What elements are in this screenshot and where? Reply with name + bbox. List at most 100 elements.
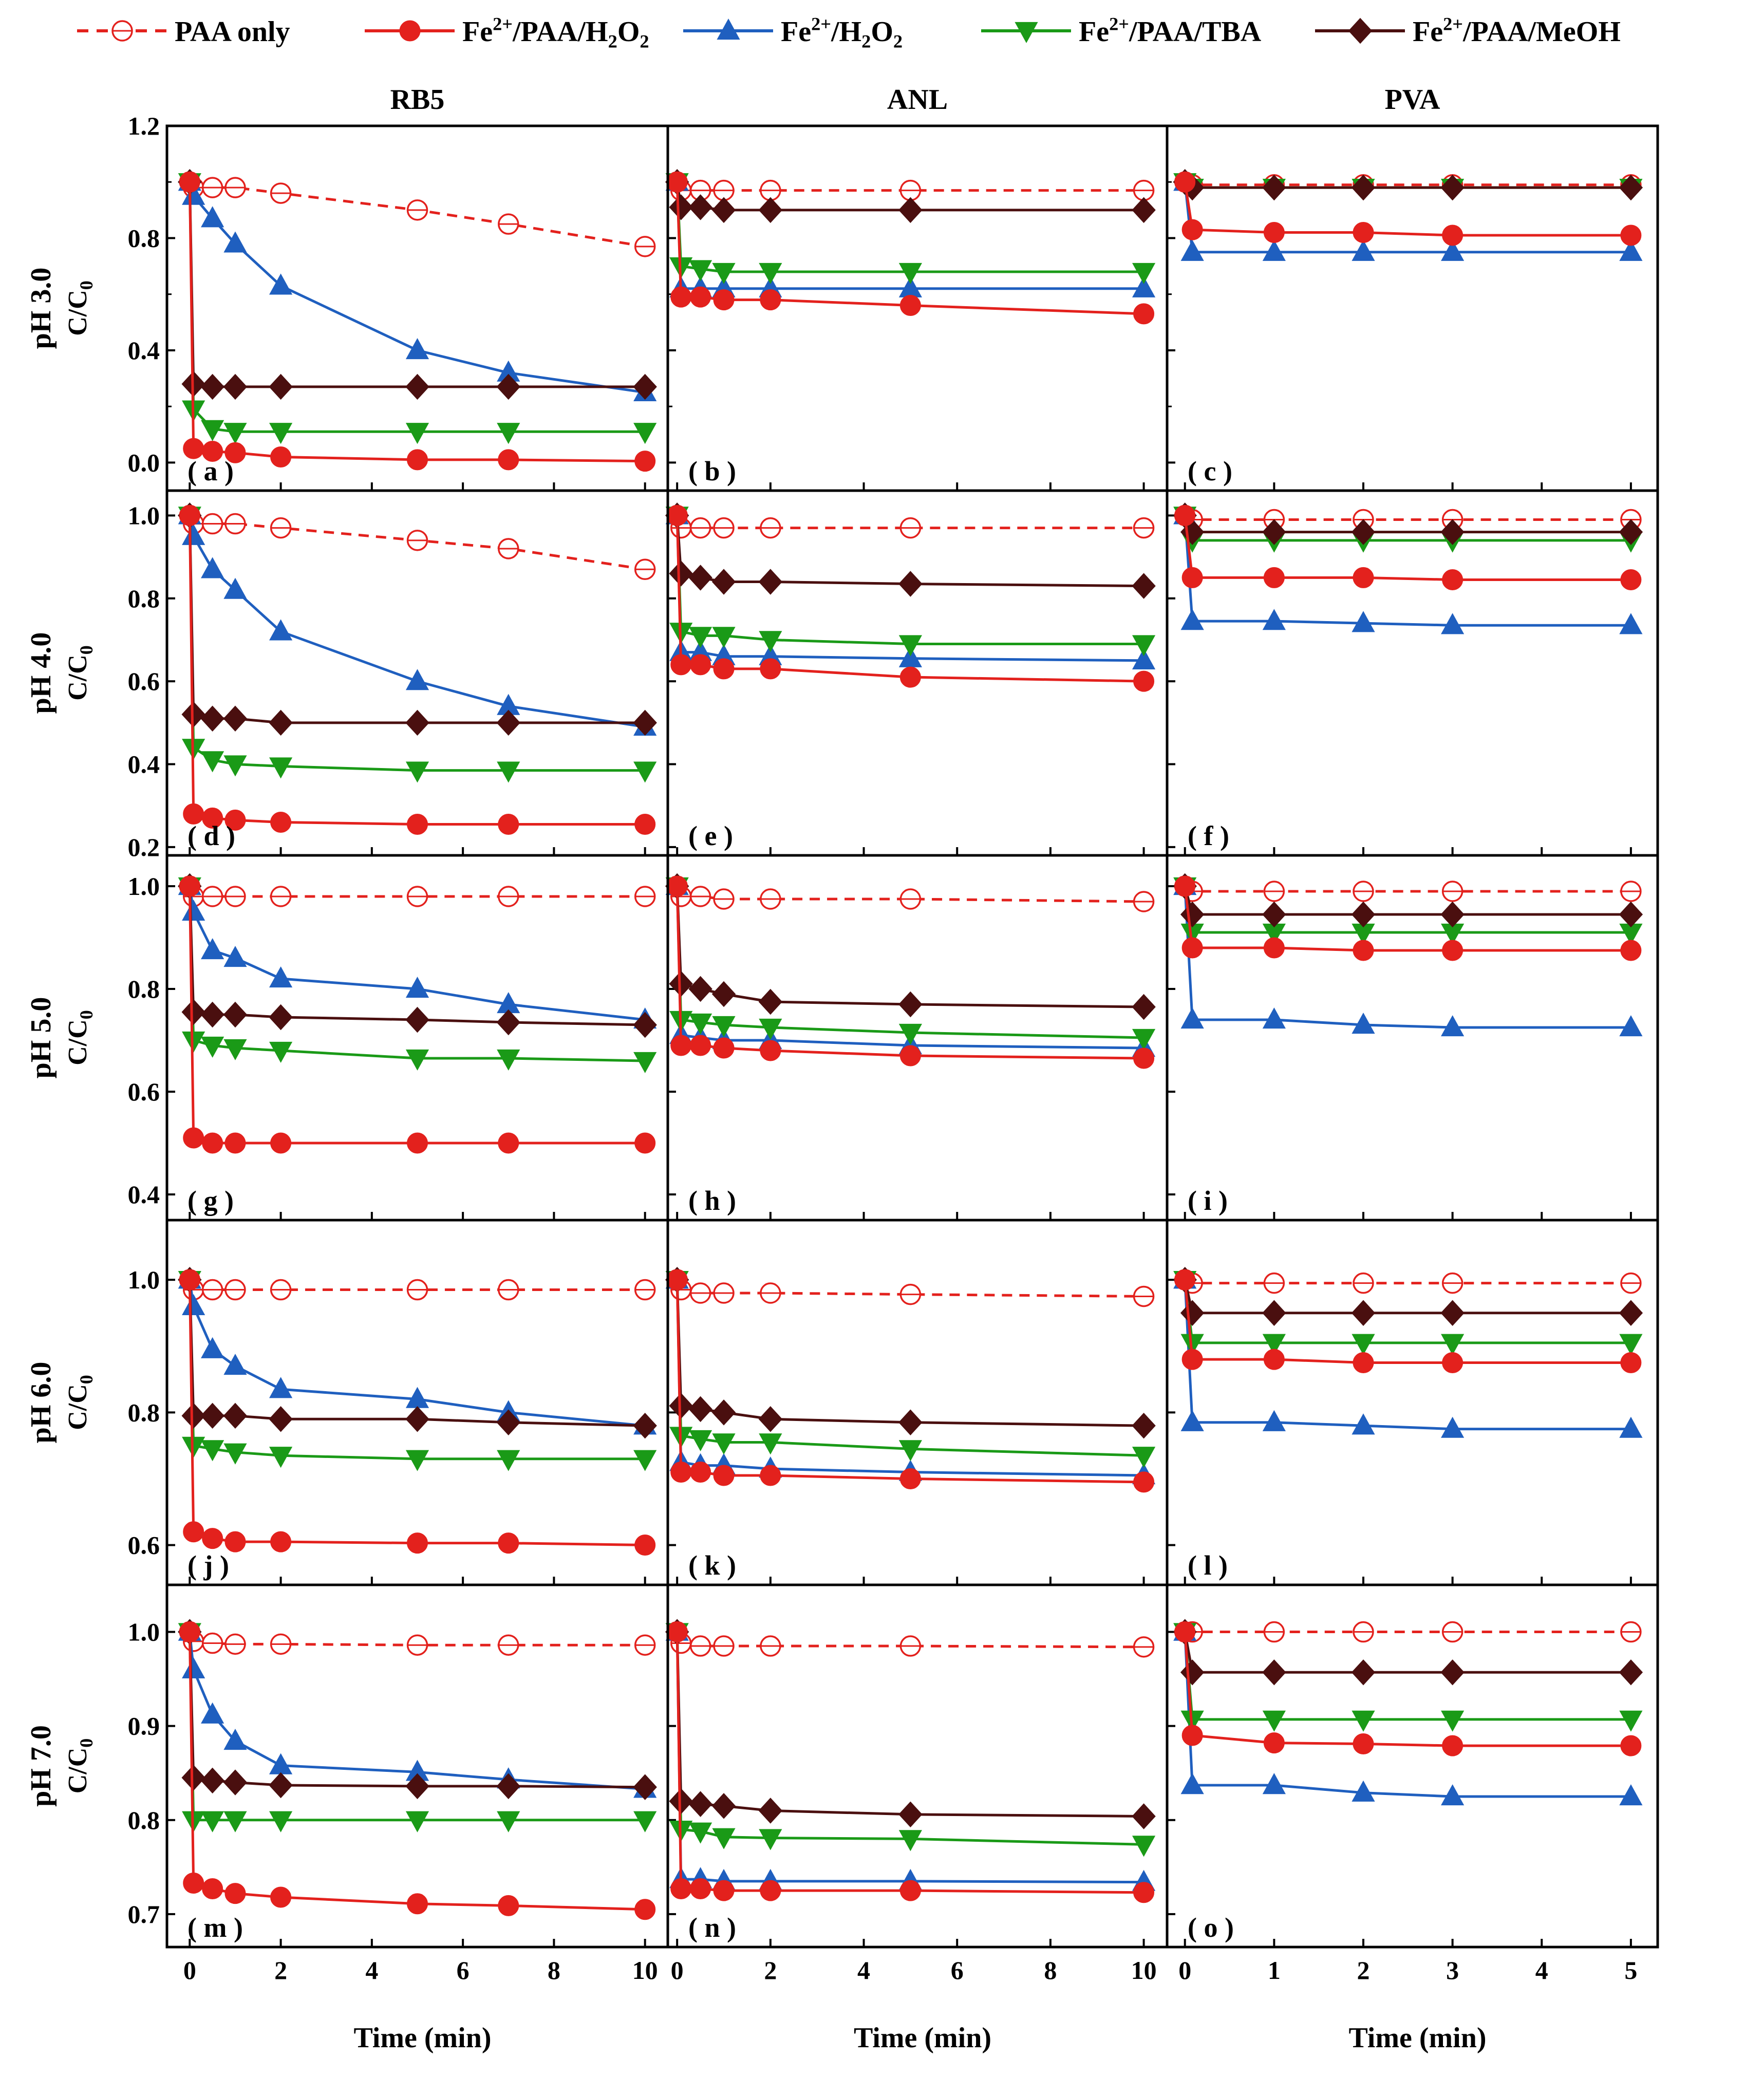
- y-axis-label-part: 0: [76, 645, 97, 654]
- data-point-meoh: [496, 1009, 520, 1036]
- data-point-tba: [1132, 263, 1156, 284]
- data-point-paa: [634, 1279, 656, 1301]
- panel-label: ( f ): [1188, 820, 1229, 851]
- data-point-h2o2: [1620, 569, 1642, 590]
- data-point-h2o2: [1620, 1352, 1642, 1374]
- series-paa: [666, 171, 1155, 201]
- data-point-paa: [1620, 881, 1642, 902]
- panel-label: ( j ): [187, 1550, 229, 1581]
- data-point-paa: [201, 177, 223, 198]
- data-point-meoh: [633, 1412, 657, 1439]
- data-point-h2o2: [666, 1269, 688, 1291]
- data-point-h2o2: [183, 1872, 204, 1894]
- data-point-tba: [633, 1450, 657, 1471]
- data-point-paa: [406, 530, 428, 551]
- data-point-tba: [712, 1016, 736, 1037]
- y-tick-label: 1.0: [128, 1265, 160, 1294]
- data-point-fenton: [1441, 239, 1465, 261]
- series-line-fenton: [1184, 515, 1631, 627]
- row-label-ph: pH 5.0: [25, 997, 57, 1079]
- legend: PAA only Fe2+/PAA/H2O2 Fe2+/H2O2 Fe2+/PAA/T…: [77, 14, 1621, 51]
- panel-k: ( k ): [665, 1219, 1169, 1586]
- data-point-meoh: [758, 569, 783, 595]
- data-point-paa: [224, 1279, 246, 1301]
- series-line-h2o2: [1184, 1632, 1631, 1747]
- data-point-h2o2: [1174, 171, 1196, 193]
- data-point-fenton: [182, 523, 205, 545]
- data-point-paa: [201, 1279, 223, 1301]
- data-point-paa: [634, 886, 656, 907]
- data-point-meoh: [200, 1402, 224, 1429]
- x-tick-label: 0: [183, 1956, 196, 1985]
- data-point-paa: [1353, 1272, 1374, 1294]
- data-point-meoh: [1619, 174, 1643, 201]
- data-point-fenton: [1441, 613, 1465, 634]
- y-tick-label: 0.8: [128, 223, 160, 252]
- series-paa: [1174, 1621, 1642, 1643]
- data-point-tba: [898, 1440, 922, 1462]
- data-point-meoh: [669, 560, 693, 587]
- data-point-h2o2: [899, 666, 921, 688]
- data-point-meoh: [633, 373, 657, 400]
- series-line-h2o2: [1184, 1279, 1631, 1364]
- data-point-h2o2: [1133, 670, 1155, 692]
- data-point-fenton: [1132, 648, 1156, 669]
- data-point-meoh: [1180, 1300, 1205, 1326]
- x-tick-label: 1: [1268, 1956, 1281, 1985]
- data-point-fenton: [201, 938, 224, 960]
- panel-frame: [165, 854, 669, 1222]
- data-point-meoh: [1440, 1659, 1465, 1686]
- data-point-meoh: [1132, 197, 1156, 223]
- data-point-h2o2: [1620, 940, 1642, 961]
- legend-label-h2o2-part: 2+: [493, 14, 513, 34]
- panel-i: ( i ): [1166, 854, 1659, 1222]
- data-point-meoh: [1619, 519, 1643, 545]
- x-tick-label: 5: [1624, 1956, 1637, 1985]
- data-point-meoh: [1351, 174, 1376, 201]
- y-axis-label-part: C/C: [63, 1384, 92, 1430]
- x-tick-label: 0: [1178, 1956, 1191, 1985]
- column-title-pva: PVA: [1385, 84, 1440, 116]
- data-point-meoh: [633, 1774, 657, 1800]
- data-point-fenton: [269, 966, 293, 988]
- series-line-tba: [1184, 515, 1631, 542]
- data-point-paa: [224, 886, 246, 907]
- data-point-paa: [201, 1632, 223, 1654]
- panel-l: ( l ): [1166, 1219, 1659, 1586]
- data-point-tba: [1262, 1710, 1286, 1732]
- data-point-h2o2: [1181, 1349, 1203, 1370]
- series-tba: [1173, 507, 1643, 553]
- data-point-meoh: [223, 1402, 248, 1429]
- data-point-paa: [270, 1279, 292, 1301]
- y-axis-label: C/C0: [63, 1738, 97, 1794]
- data-point-h2o2: [670, 1035, 692, 1056]
- data-point-meoh: [223, 1001, 248, 1028]
- data-point-meoh: [269, 1004, 293, 1031]
- data-point-paa: [498, 886, 519, 907]
- legend-label-fenton-part: /H: [831, 16, 861, 48]
- data-point-meoh: [1132, 994, 1156, 1020]
- data-point-tba: [688, 1013, 712, 1035]
- x-axis-label: Time (min): [353, 2022, 491, 2054]
- data-point-h2o2: [202, 1132, 223, 1154]
- data-point-paa: [1263, 1272, 1285, 1294]
- data-point-h2o2: [634, 451, 656, 472]
- data-point-tba: [898, 1830, 922, 1851]
- data-point-h2o2: [634, 1132, 656, 1154]
- data-point-paa: [406, 1634, 428, 1656]
- series-h2o2: [666, 171, 1155, 325]
- data-point-h2o2: [1442, 1352, 1463, 1374]
- data-point-meoh: [688, 976, 712, 1002]
- data-point-h2o2: [666, 171, 688, 193]
- data-point-fenton: [1262, 239, 1286, 261]
- data-point-tba: [201, 1440, 224, 1462]
- data-point-meoh: [711, 1793, 736, 1819]
- y-tick-label: 0.7: [128, 1900, 160, 1929]
- x-tick-label: 10: [1131, 1956, 1157, 1985]
- series-line-paa: [1184, 1278, 1631, 1285]
- data-point-tba: [712, 627, 736, 648]
- legend-label-tba: Fe2+/PAA/TBA: [1079, 14, 1262, 48]
- data-point-fenton: [1262, 1410, 1286, 1431]
- data-point-tba: [223, 423, 247, 444]
